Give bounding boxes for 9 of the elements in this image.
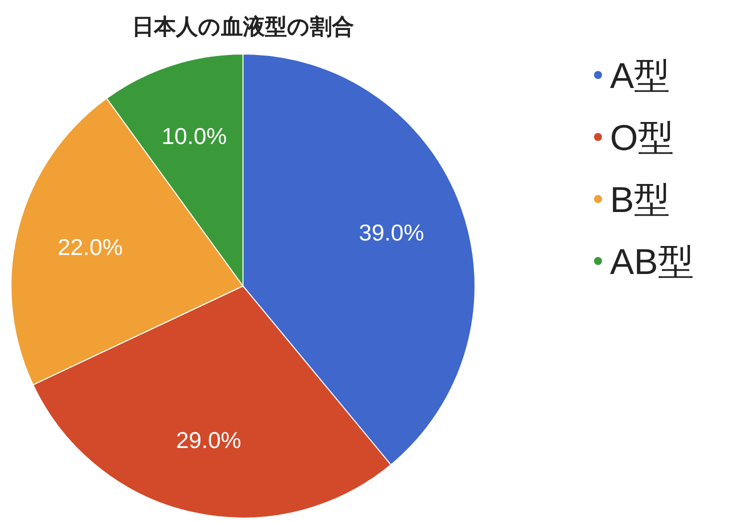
chart-title: 日本人の血液型の割合 bbox=[132, 14, 354, 39]
data-label: 10.0% bbox=[162, 122, 227, 149]
data-label: 22.0% bbox=[58, 234, 123, 260]
data-label: 39.0% bbox=[358, 220, 424, 246]
legend-label: B型 bbox=[610, 179, 670, 220]
legend-label: A型 bbox=[610, 55, 670, 96]
legend-label: AB型 bbox=[610, 241, 694, 282]
data-label: 29.0% bbox=[176, 426, 242, 453]
legend-label: O型 bbox=[610, 117, 674, 158]
